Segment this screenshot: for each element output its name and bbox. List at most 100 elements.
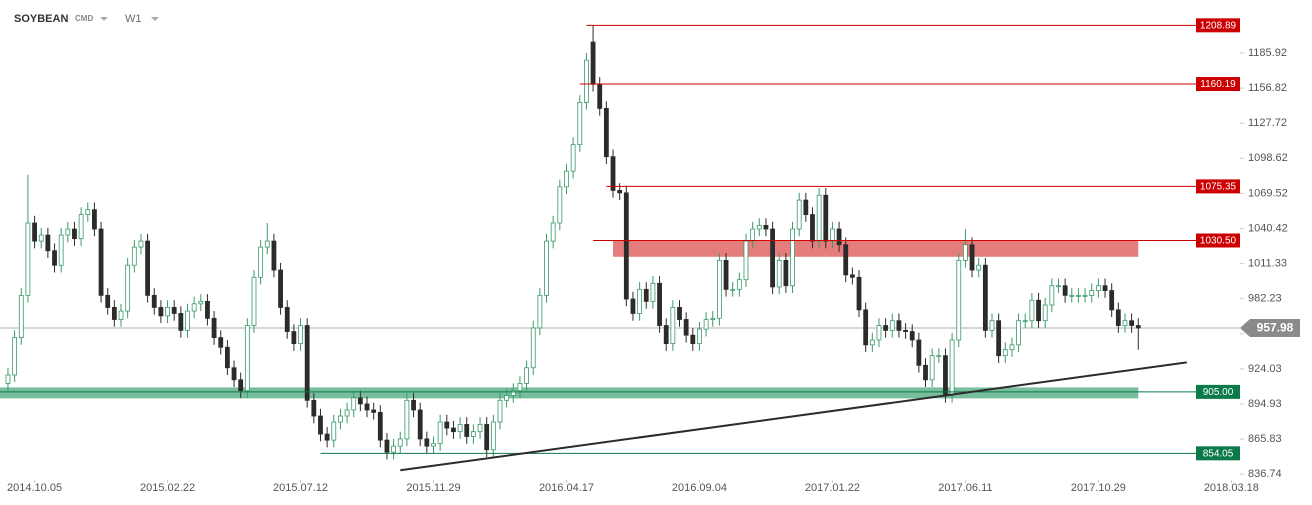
candle-body	[151, 294, 157, 308]
candle-body	[963, 244, 968, 261]
candle-body	[883, 325, 889, 331]
candle-body	[1056, 285, 1061, 288]
candle-body	[298, 325, 303, 345]
candle-body	[989, 320, 995, 331]
candle-body	[790, 228, 795, 287]
candle-body	[750, 228, 756, 242]
candle-body	[916, 339, 922, 366]
level-label: 854.05	[1203, 448, 1234, 459]
y-tick-label: 1185.92	[1248, 47, 1287, 59]
candle-body	[431, 443, 436, 447]
candle-body	[856, 276, 862, 311]
level-label-box	[1196, 77, 1240, 92]
candle-body	[284, 307, 290, 332]
level-label-box	[1196, 179, 1240, 194]
candle-body	[397, 438, 403, 447]
candle-body	[331, 421, 337, 441]
candle-body	[663, 325, 669, 345]
candle-body	[338, 415, 343, 423]
candle-body	[444, 421, 450, 429]
y-tick-label: 1156.82	[1248, 82, 1287, 94]
y-tick-label: 1127.72	[1248, 117, 1287, 129]
candle-body	[318, 415, 323, 435]
candle-body	[52, 250, 57, 266]
candle-body	[763, 225, 769, 230]
candle-body	[1095, 285, 1101, 291]
candle-body	[131, 246, 137, 266]
y-tick-label: 1040.42	[1248, 222, 1288, 234]
candle-body	[384, 439, 390, 453]
x-tick-label: 2015.11.29	[406, 482, 460, 494]
candle-body	[630, 298, 636, 314]
candle-body	[1082, 294, 1088, 297]
level-label-box	[1196, 18, 1240, 33]
candle-body	[996, 320, 1002, 357]
trendline	[400, 361, 1187, 472]
timeframe[interactable]: W1	[125, 13, 142, 25]
candle-body	[1115, 309, 1121, 326]
x-tick-label: 2017.01.22	[805, 482, 860, 494]
candle-body	[118, 310, 124, 320]
candle-body	[205, 301, 210, 319]
candle-body	[470, 431, 476, 437]
candle-body	[504, 395, 510, 401]
candle-body	[1062, 285, 1068, 296]
candle-body	[78, 214, 84, 240]
candle-body	[690, 334, 696, 345]
y-tick-label: 865.83	[1248, 433, 1282, 445]
candle-body	[643, 288, 649, 302]
candle-body	[510, 390, 516, 396]
candle-body	[1002, 349, 1008, 357]
candle-body	[603, 108, 609, 158]
candle-body	[490, 421, 496, 451]
candle-body	[617, 190, 623, 194]
candle-body	[710, 317, 716, 320]
candle-body	[344, 409, 350, 417]
candle-body	[165, 307, 170, 317]
symbol[interactable]: SOYBEAN	[14, 13, 68, 25]
candle-body	[291, 331, 297, 345]
candle-body	[1129, 320, 1135, 326]
candle-body	[876, 325, 882, 341]
candle-body	[377, 411, 383, 441]
candle-body	[38, 234, 44, 242]
dropdown-arrow[interactable]	[100, 17, 108, 21]
y-tick-label: 836.74	[1248, 468, 1282, 480]
candle-body	[1009, 344, 1015, 351]
candle-body	[58, 234, 64, 266]
candle-body	[258, 246, 264, 278]
candle-body	[896, 320, 902, 331]
candle-body	[597, 83, 603, 109]
candle-body	[730, 288, 736, 291]
candle-body	[92, 209, 97, 230]
candle-body	[716, 259, 722, 319]
candle-body	[417, 409, 423, 440]
x-tick-label: 2016.09.04	[672, 482, 727, 494]
candle-body	[943, 355, 948, 396]
candle-body	[198, 301, 204, 305]
x-tick-label: 2017.06.11	[938, 482, 992, 494]
candle-body	[1109, 290, 1115, 311]
x-tick-label: 2017.10.29	[1071, 482, 1126, 494]
candle-body	[796, 199, 802, 230]
candle-body	[138, 240, 144, 248]
candle-body	[650, 282, 656, 302]
dropdown-arrow[interactable]	[151, 17, 159, 21]
candle-body	[743, 240, 749, 281]
candle-body	[903, 329, 908, 332]
x-tick-label: 2016.04.17	[539, 482, 594, 494]
candle-body	[391, 445, 397, 453]
candle-body	[537, 294, 543, 329]
candle-body	[145, 240, 151, 296]
level-label-box	[1196, 446, 1240, 461]
candle-body	[976, 264, 982, 271]
candle-body	[1089, 290, 1095, 296]
level-label: 905.00	[1203, 387, 1234, 398]
candle-body	[211, 317, 217, 338]
market[interactable]: CMD	[75, 14, 93, 23]
x-tick-label: 2014.10.05	[7, 482, 62, 494]
candle-body	[590, 41, 596, 85]
candle-body	[843, 244, 849, 276]
